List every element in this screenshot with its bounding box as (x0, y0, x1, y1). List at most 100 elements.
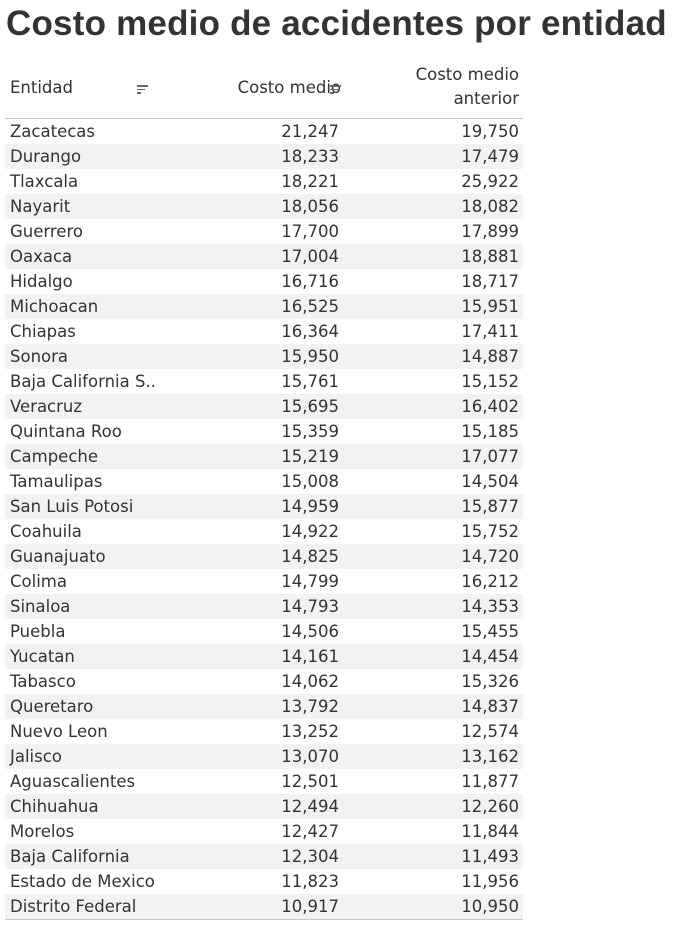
cell-entidad: Quintana Roo (10, 422, 122, 441)
table-row[interactable]: Puebla 14,506 15,455 (5, 619, 523, 644)
table-header: Entidad Costo medio Costo medio anterior (5, 62, 523, 119)
cell-entidad: Tabasco (10, 672, 76, 691)
table-row[interactable]: Estado de Mexico 11,823 11,956 (5, 869, 523, 894)
cell-costo-anterior: 12,260 (461, 797, 519, 816)
cell-costo-anterior: 11,493 (461, 847, 519, 866)
table-row[interactable]: Morelos 12,427 11,844 (5, 819, 523, 844)
cell-costo-anterior: 15,752 (461, 522, 519, 541)
cell-entidad: Durango (10, 147, 82, 166)
cell-entidad: Tlaxcala (10, 172, 79, 191)
table-row[interactable]: Zacatecas 21,247 19,750 (5, 119, 523, 144)
table-body: Zacatecas 21,247 19,750 Durango 18,233 17,479… (5, 119, 523, 920)
table-row[interactable]: Aguascalientes 12,501 11,877 (5, 769, 523, 794)
cell-entidad: Guerrero (10, 222, 83, 241)
cell-costo-anterior: 19,750 (461, 122, 519, 141)
table-row[interactable]: Guerrero 17,700 17,899 (5, 219, 523, 244)
cell-costo-medio: 15,695 (281, 397, 339, 416)
cell-costo-anterior: 18,717 (461, 272, 519, 291)
table-row[interactable]: Distrito Federal 10,917 10,950 (5, 894, 523, 919)
cell-entidad: Guanajuato (10, 547, 106, 566)
cell-costo-medio: 18,056 (281, 197, 339, 216)
table-row[interactable]: Michoacan 16,525 15,951 (5, 294, 523, 319)
sort-entidad-icon[interactable] (137, 84, 149, 94)
cell-entidad: Queretaro (10, 697, 94, 716)
table-row[interactable]: Campeche 15,219 17,077 (5, 444, 523, 469)
cell-costo-anterior: 18,881 (461, 247, 519, 266)
table-row[interactable]: Nayarit 18,056 18,082 (5, 194, 523, 219)
cell-costo-medio: 14,062 (281, 672, 339, 691)
cell-entidad: Aguascalientes (10, 772, 136, 791)
table-row[interactable]: Durango 18,233 17,479 (5, 144, 523, 169)
cell-costo-anterior: 17,411 (461, 322, 519, 341)
cell-costo-medio: 12,501 (281, 772, 339, 791)
cell-entidad: Chiapas (10, 322, 76, 341)
column-header-costo-medio[interactable]: Costo medio (237, 78, 341, 97)
cell-costo-anterior: 15,877 (461, 497, 519, 516)
table-row[interactable]: Colima 14,799 16,212 (5, 569, 523, 594)
cell-costo-anterior: 15,455 (461, 622, 519, 641)
cell-costo-medio: 10,917 (281, 897, 339, 916)
cell-costo-medio: 16,525 (281, 297, 339, 316)
cell-entidad: Yucatan (10, 647, 75, 666)
cell-costo-anterior: 14,720 (461, 547, 519, 566)
cell-costo-anterior: 11,956 (461, 872, 519, 891)
cell-costo-medio: 12,494 (281, 797, 339, 816)
table-row[interactable]: Oaxaca 17,004 18,881 (5, 244, 523, 269)
cell-costo-medio: 13,070 (281, 747, 339, 766)
table-row[interactable]: Hidalgo 16,716 18,717 (5, 269, 523, 294)
table-row[interactable]: Quintana Roo 15,359 15,185 (5, 419, 523, 444)
cell-costo-anterior: 25,922 (461, 172, 519, 191)
table-row[interactable]: Veracruz 15,695 16,402 (5, 394, 523, 419)
cell-costo-medio: 17,004 (281, 247, 339, 266)
cell-costo-medio: 18,233 (281, 147, 339, 166)
cell-costo-anterior: 10,950 (461, 897, 519, 916)
table-row[interactable]: Coahuila 14,922 15,752 (5, 519, 523, 544)
table-row[interactable]: Tlaxcala 18,221 25,922 (5, 169, 523, 194)
cell-costo-medio: 16,716 (281, 272, 339, 291)
cell-costo-anterior: 11,844 (461, 822, 519, 841)
table-row[interactable]: San Luis Potosi 14,959 15,877 (5, 494, 523, 519)
cell-costo-anterior: 14,454 (461, 647, 519, 666)
table-row[interactable]: Queretaro 13,792 14,837 (5, 694, 523, 719)
column-header-costo-anterior[interactable]: Costo medio anterior (415, 65, 519, 108)
cell-costo-medio: 14,922 (281, 522, 339, 541)
cell-costo-anterior: 14,504 (461, 472, 519, 491)
cell-costo-anterior: 15,152 (461, 372, 519, 391)
cell-costo-medio: 12,304 (281, 847, 339, 866)
cell-entidad: Tamaulipas (10, 472, 103, 491)
table-row[interactable]: Nuevo Leon 13,252 12,574 (5, 719, 523, 744)
cell-entidad: San Luis Potosi (10, 497, 134, 516)
cell-costo-medio: 14,793 (281, 597, 339, 616)
table-row[interactable]: Yucatan 14,161 14,454 (5, 644, 523, 669)
cell-entidad: Baja California S.. (10, 372, 156, 391)
table-row[interactable]: Chiapas 16,364 17,411 (5, 319, 523, 344)
table-row[interactable]: Tamaulipas 15,008 14,504 (5, 469, 523, 494)
cell-costo-medio: 12,427 (281, 822, 339, 841)
cell-entidad: Morelos (10, 822, 75, 841)
cell-entidad: Sonora (10, 347, 69, 366)
cell-costo-anterior: 16,402 (461, 397, 519, 416)
table-row[interactable]: Jalisco 13,070 13,162 (5, 744, 523, 769)
column-header-entidad[interactable]: Entidad (10, 78, 73, 97)
cell-costo-medio: 18,221 (281, 172, 339, 191)
sort-costo-medio-icon[interactable] (330, 84, 342, 94)
cell-entidad: Zacatecas (10, 122, 95, 141)
cell-costo-anterior: 17,899 (461, 222, 519, 241)
cell-entidad: Michoacan (10, 297, 99, 316)
table-row[interactable]: Tabasco 14,062 15,326 (5, 669, 523, 694)
data-table: Entidad Costo medio Costo medio anterior… (5, 62, 523, 920)
cell-costo-anterior: 11,877 (461, 772, 519, 791)
cell-costo-medio: 15,008 (281, 472, 339, 491)
table-row[interactable]: Sinaloa 14,793 14,353 (5, 594, 523, 619)
cell-costo-anterior: 17,479 (461, 147, 519, 166)
table-row[interactable]: Baja California S.. 15,761 15,152 (5, 369, 523, 394)
cell-costo-medio: 13,792 (281, 697, 339, 716)
table-row[interactable]: Baja California 12,304 11,493 (5, 844, 523, 869)
table-row[interactable]: Guanajuato 14,825 14,720 (5, 544, 523, 569)
cell-costo-medio: 15,761 (281, 372, 339, 391)
table-row[interactable]: Sonora 15,950 14,887 (5, 344, 523, 369)
table-row[interactable]: Chihuahua 12,494 12,260 (5, 794, 523, 819)
cell-costo-anterior: 13,162 (461, 747, 519, 766)
cell-costo-anterior: 14,887 (461, 347, 519, 366)
cell-costo-anterior: 16,212 (461, 572, 519, 591)
